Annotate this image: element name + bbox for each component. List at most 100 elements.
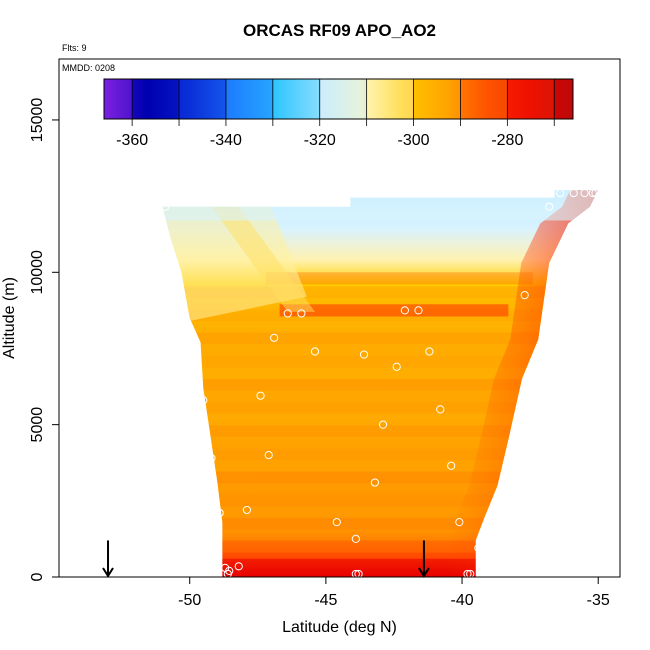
field-band bbox=[162, 378, 599, 391]
observation-point bbox=[569, 188, 578, 198]
y-tick-label: 10000 bbox=[29, 250, 46, 295]
field-upper-band bbox=[265, 272, 533, 285]
colorbar-gradient bbox=[104, 79, 573, 119]
field-band bbox=[162, 367, 599, 379]
field-band bbox=[162, 483, 599, 495]
field-east-edge bbox=[447, 190, 599, 577]
field-band bbox=[162, 459, 599, 472]
field-band bbox=[162, 355, 599, 368]
observation-point bbox=[359, 350, 369, 359]
observation-point bbox=[270, 333, 279, 342]
observation-point bbox=[588, 188, 597, 198]
field-band bbox=[162, 297, 599, 310]
field-diagonal bbox=[211, 206, 315, 312]
observation-point bbox=[332, 518, 341, 527]
observation-point bbox=[351, 534, 360, 544]
field-band bbox=[162, 494, 599, 507]
observation-point bbox=[283, 309, 292, 318]
field-band bbox=[162, 321, 599, 333]
field-band bbox=[162, 344, 599, 356]
mmdd-label: MMDD: 0208 bbox=[62, 63, 115, 73]
observation-point bbox=[161, 202, 170, 211]
x-tick-label: -40 bbox=[450, 592, 473, 609]
x-tick-label: -45 bbox=[314, 592, 337, 609]
observation-point bbox=[463, 569, 472, 577]
field-band bbox=[162, 390, 599, 403]
colorbar-tick-label: -360 bbox=[116, 132, 148, 149]
y-axis: 0 5000 10000 15000 bbox=[29, 98, 59, 581]
field-band bbox=[162, 506, 599, 518]
observation-point bbox=[351, 569, 360, 577]
field-band bbox=[162, 402, 599, 414]
colorbar-tick-label: -320 bbox=[304, 132, 336, 149]
colorbar-tick-label: -340 bbox=[210, 132, 242, 149]
field-band bbox=[162, 413, 599, 426]
observation-point bbox=[436, 405, 445, 414]
observation-point bbox=[242, 505, 252, 515]
field-upper-streak bbox=[279, 304, 509, 317]
x-tick-label: -35 bbox=[587, 592, 610, 609]
field-band bbox=[162, 332, 599, 345]
observation-point bbox=[400, 306, 409, 315]
observation-point bbox=[199, 396, 208, 405]
field-band bbox=[162, 529, 599, 542]
observation-point bbox=[370, 478, 380, 487]
y-tick-label: 15000 bbox=[29, 98, 46, 143]
chart-title: ORCAS RF09 APO_AO2 bbox=[243, 21, 436, 40]
observation-point bbox=[474, 543, 483, 553]
observation-point bbox=[264, 451, 273, 460]
y-tick-label: 0 bbox=[29, 572, 46, 581]
observation-point bbox=[447, 461, 456, 470]
observation-point bbox=[234, 562, 243, 571]
colorbar-tick-label: -280 bbox=[491, 132, 523, 149]
colorbar-tick-label: -300 bbox=[398, 132, 430, 149]
x-axis: -50 -45 -40 -35 bbox=[178, 577, 610, 609]
field-west-wedge bbox=[162, 206, 307, 322]
observation-point bbox=[221, 563, 230, 572]
field-band bbox=[162, 517, 599, 530]
field-content bbox=[162, 190, 599, 577]
plot-frame bbox=[58, 58, 621, 578]
heatmap-field bbox=[162, 190, 599, 577]
observation-point bbox=[520, 291, 529, 300]
y-axis-label: Altitude (m) bbox=[1, 277, 18, 359]
x-tick-label: -50 bbox=[178, 592, 201, 609]
observation-point bbox=[392, 362, 401, 371]
observation-point bbox=[455, 518, 464, 527]
observation-point bbox=[310, 347, 320, 356]
observation-point bbox=[414, 306, 423, 315]
observation-point bbox=[256, 391, 265, 400]
colorbar: -360 -340 -320 -300 -280 bbox=[103, 78, 574, 149]
observation-point bbox=[215, 508, 224, 518]
field-surface-layer bbox=[162, 558, 599, 577]
observation-point bbox=[555, 188, 565, 198]
arrow-head bbox=[102, 567, 114, 578]
field-band bbox=[162, 471, 599, 484]
observation-point bbox=[580, 188, 589, 198]
y-tick-label: 5000 bbox=[29, 407, 46, 443]
arrows bbox=[102, 540, 430, 578]
field-band bbox=[162, 425, 599, 437]
arrow-head bbox=[418, 567, 430, 578]
colorbar-frame bbox=[103, 78, 574, 120]
field-top-cap bbox=[162, 190, 599, 221]
x-axis-label: Latitude (deg N) bbox=[282, 619, 397, 636]
observation-point bbox=[591, 188, 600, 198]
observation-markers bbox=[161, 188, 600, 577]
field-band bbox=[162, 541, 599, 553]
observation-point bbox=[378, 420, 388, 429]
observation-point bbox=[297, 309, 306, 318]
observation-point bbox=[207, 454, 216, 463]
field-band bbox=[162, 448, 599, 460]
observation-point bbox=[545, 202, 554, 211]
observation-point bbox=[354, 569, 363, 577]
field-band bbox=[162, 286, 599, 298]
field-band bbox=[162, 436, 599, 449]
observation-point bbox=[466, 569, 475, 577]
observation-point bbox=[425, 347, 434, 356]
field-lower-layer bbox=[162, 540, 599, 559]
flights-count-label: Flts: 9 bbox=[62, 43, 87, 53]
observation-point bbox=[225, 566, 234, 576]
